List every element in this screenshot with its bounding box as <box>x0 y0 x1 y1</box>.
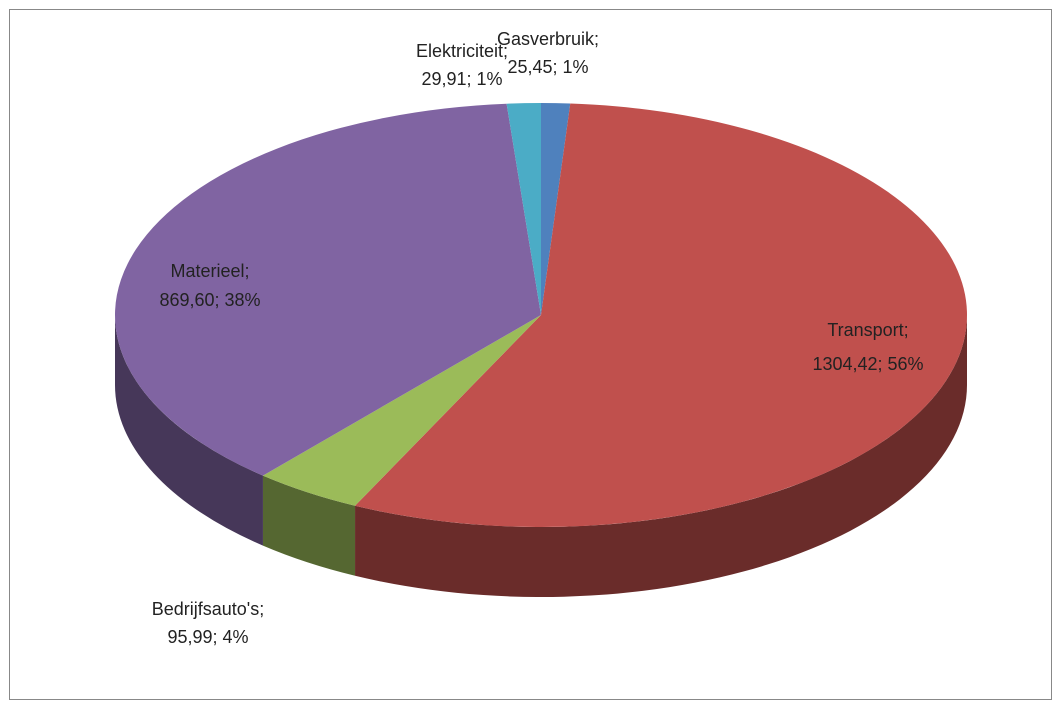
pie-slice <box>262 315 541 506</box>
pie-side <box>262 475 356 576</box>
pie-side <box>115 315 263 546</box>
data-label-value: 869,60; 38% <box>159 290 260 310</box>
pie-side <box>355 315 967 597</box>
pie-slice <box>541 103 571 315</box>
data-label-name: Elektriciteit; <box>416 41 508 61</box>
data-label-value: 25,45; 1% <box>507 57 588 77</box>
data-label-name: Gasverbruik; <box>497 29 599 49</box>
data-label-value: 29,91; 1% <box>421 69 502 89</box>
data-label-value: 1304,42; 56% <box>812 354 923 374</box>
data-label-name: Materieel; <box>170 261 249 281</box>
data-label-name: Transport; <box>827 320 908 340</box>
pie-slice <box>115 103 542 476</box>
pie-slice <box>506 103 541 315</box>
pie-slice <box>355 103 967 528</box>
data-label-name: Bedrijfsauto's; <box>152 599 265 619</box>
data-label-value: 95,99; 4% <box>167 627 248 647</box>
